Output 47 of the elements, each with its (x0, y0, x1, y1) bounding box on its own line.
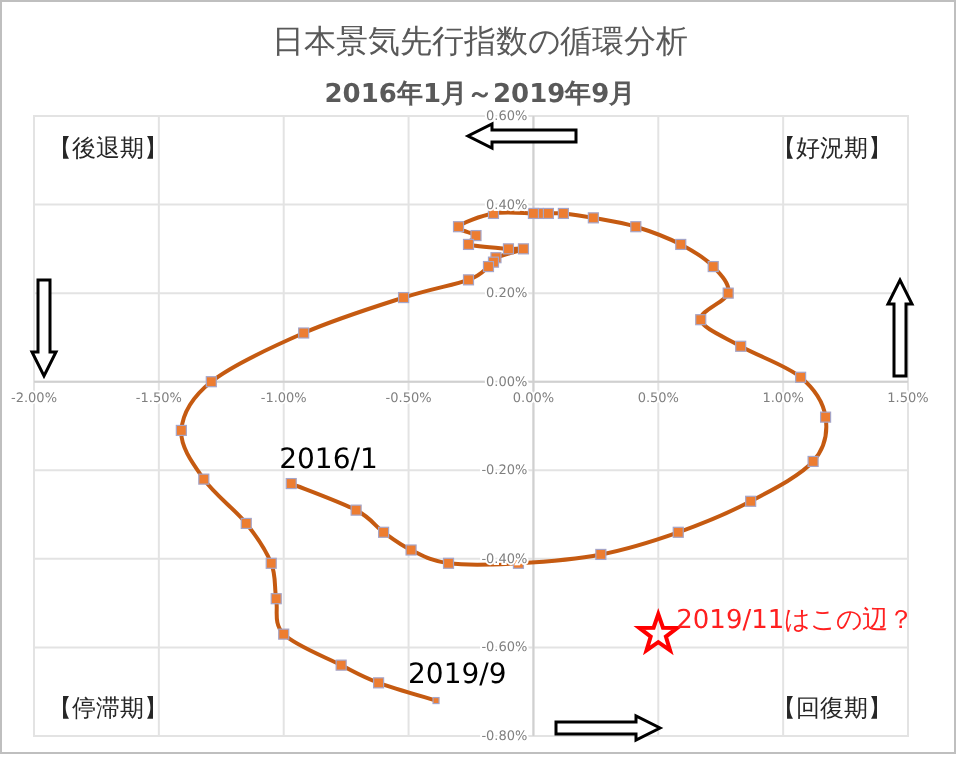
point (707, 260, 719, 273)
point (630, 221, 642, 233)
point (807, 455, 819, 468)
point (198, 473, 210, 485)
point (240, 517, 252, 530)
point (557, 207, 569, 220)
annotation: 【停滞期】 (48, 694, 168, 722)
annotation: 【後退期】 (48, 134, 168, 162)
point (695, 314, 707, 326)
point (595, 548, 607, 561)
annotation: 【回復期】 (772, 694, 892, 722)
point (502, 243, 515, 255)
chart-title: 日本景気先行指数の循環分析 (272, 22, 688, 60)
point (442, 557, 455, 569)
annotation: 2019/9 (408, 658, 507, 691)
point (462, 274, 475, 286)
annotation: 2019/11はこの辺？ (676, 606, 915, 637)
chart-subtitle: 2016年1月～2019年9月 (324, 80, 636, 110)
point (470, 229, 482, 242)
point (378, 526, 390, 538)
point (462, 238, 475, 251)
point (527, 207, 540, 220)
point (373, 677, 385, 689)
point (745, 495, 757, 507)
point (482, 260, 495, 273)
point (335, 659, 347, 671)
point (405, 544, 417, 556)
point (819, 411, 832, 423)
point (285, 477, 297, 490)
point (722, 287, 734, 299)
annotation: 2016/1 (279, 443, 378, 476)
point (350, 504, 362, 516)
annotation: 【好況期】 (772, 134, 892, 162)
point (587, 212, 599, 224)
point (452, 221, 465, 233)
point (270, 593, 282, 605)
point (298, 327, 310, 339)
point (205, 376, 217, 388)
point (795, 371, 807, 383)
point (278, 628, 290, 640)
point (675, 238, 687, 251)
point (265, 557, 277, 569)
point (397, 291, 410, 304)
point (735, 340, 747, 352)
point (517, 243, 530, 255)
point (672, 526, 684, 538)
point (175, 424, 187, 437)
